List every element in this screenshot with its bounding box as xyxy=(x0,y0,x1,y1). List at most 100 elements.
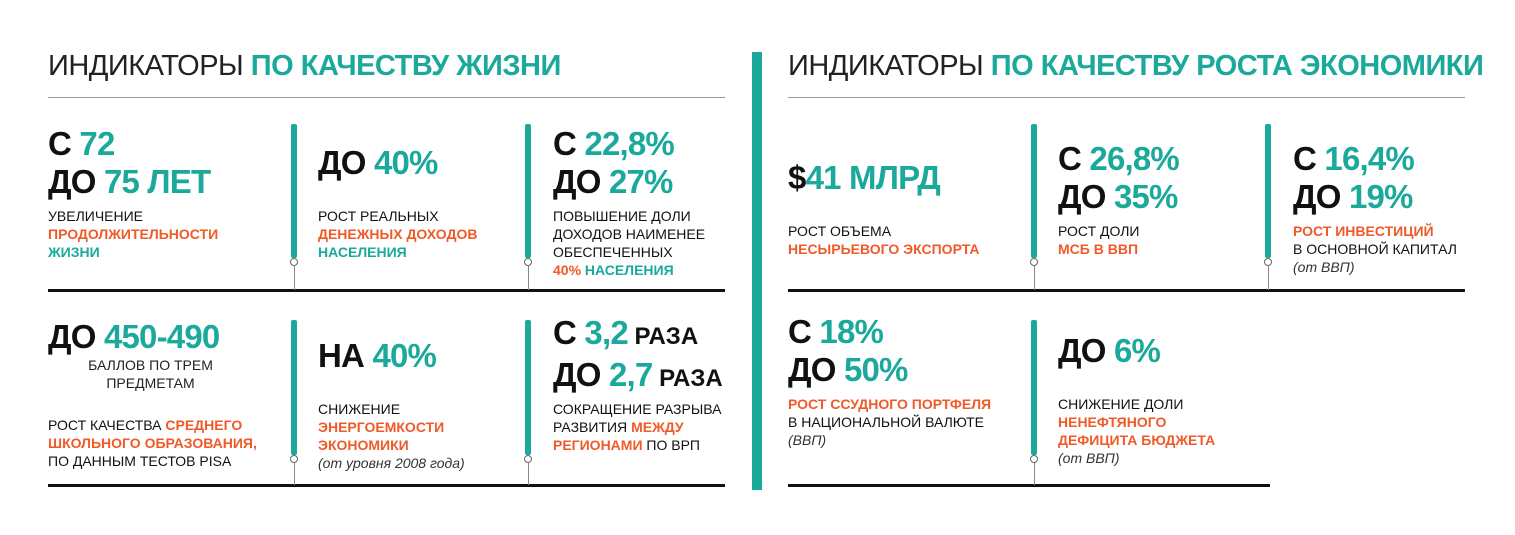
headline-line: ДО 6% xyxy=(1058,332,1283,370)
description-line: РОСТ ДОЛИ xyxy=(1058,222,1283,240)
indicator-description: РОСТ РЕАЛЬНЫХ ДЕНЕЖНЫХ ДОХОДОВ НАСЕЛЕНИЯ xyxy=(318,207,543,261)
description-line: МСБ В ВВП xyxy=(1058,240,1283,258)
text-segment: ПРОДОЛЖИТЕЛЬНОСТИ xyxy=(48,226,219,242)
title-bold: ПО КАЧЕСТВУ ЖИЗНИ xyxy=(250,50,562,82)
section-title-quality-of-life: ИНДИКАТОРЫ ПО КАЧЕСТВУ ЖИЗНИ xyxy=(48,50,561,83)
indicator-headline: С 16,4% ДО 19% xyxy=(1293,140,1515,216)
description-line: НЕСЫРЬЕВОГО ЭКСПОРТА xyxy=(788,240,1013,258)
divider-dot xyxy=(1030,455,1038,463)
indicator-card: С 72 ДО 75 ЛЕТ УВЕЛИЧЕНИЕ ПРОДОЛЖИТЕЛЬНОСТИ… xyxy=(48,125,273,261)
description-line: ПОВЫШЕНИЕ ДОЛИ xyxy=(553,207,778,225)
headline-line: НА 40% xyxy=(318,337,543,375)
text-segment: РОСТ ССУДНОГО ПОРТФЕЛЯ xyxy=(788,396,992,412)
indicator-description: СНИЖЕНИЕ ДОЛИ НЕНЕФТЯНОГО ДЕФИЦИТА БЮДЖЕТА… xyxy=(1058,395,1283,467)
title-underline xyxy=(788,97,1465,98)
text-segment: СОКРАЩЕНИЕ РАЗРЫВА xyxy=(553,401,722,417)
text-segment: 16,4% xyxy=(1324,140,1414,177)
text-segment: 22,8% xyxy=(584,125,674,162)
text-segment: 72 xyxy=(79,125,115,162)
text-segment: ДЕФИЦИТА БЮДЖЕТА xyxy=(1058,432,1216,448)
indicator-description: РОСТ ИНВЕСТИЦИЙ В ОСНОВНОЙ КАПИТАЛ (от ВВП… xyxy=(1293,222,1515,276)
description-line: РОСТ ОБЪЕМА xyxy=(788,222,1013,240)
description-line: ДЕФИЦИТА БЮДЖЕТА xyxy=(1058,431,1283,449)
indicator-note: (ВВП) xyxy=(788,432,827,448)
indicator-note: (от ВВП) xyxy=(1293,259,1355,275)
divider-bar xyxy=(1031,124,1037,258)
text-segment: ДО xyxy=(1293,178,1349,215)
description-line: ДЕНЕЖНЫХ ДОХОДОВ xyxy=(318,225,543,243)
description-line: РОСТ ССУДНОГО ПОРТФЕЛЯ xyxy=(788,395,1013,413)
text-segment: ДЕНЕЖНЫХ ДОХОДОВ xyxy=(318,226,478,242)
indicator-headline: С 22,8% ДО 27% xyxy=(553,125,778,201)
description-line: РОСТ КАЧЕСТВА СРЕДНЕГО xyxy=(48,416,273,434)
indicator-note: (от уровня 2008 года) xyxy=(318,455,465,471)
headline-line: ДО 19% xyxy=(1293,178,1515,216)
headline-sublabel: БАЛЛОВ ПО ТРЕМ xyxy=(88,357,213,373)
description-line: В НАЦИОНАЛЬНОЙ ВАЛЮТЕ xyxy=(788,413,1013,431)
text-segment: С xyxy=(1293,140,1325,177)
text-segment: $ xyxy=(788,159,806,196)
text-segment: 41 МЛРД xyxy=(805,159,941,196)
divider-dot xyxy=(524,455,532,463)
headline-line: ДО 35% xyxy=(1058,178,1283,216)
description-line: ОБЕСПЕЧЕННЫХ xyxy=(553,243,778,261)
text-segment: НЕНЕФТЯНОГО xyxy=(1058,414,1167,430)
text-segment: МСБ В ВВП xyxy=(1058,241,1139,257)
row-divider xyxy=(48,484,725,487)
indicator-headline: С 3,2 РАЗА ДО 2,7 РАЗА xyxy=(553,314,778,394)
headline-line: С 72 xyxy=(48,125,273,163)
text-segment: В ОСНОВНОЙ КАПИТАЛ xyxy=(1293,241,1457,257)
indicator-card: С 26,8% ДО 35% РОСТ ДОЛИ МСБ В ВВП xyxy=(1058,140,1283,258)
text-segment: РАЗА xyxy=(627,323,699,350)
indicator-description: СОКРАЩЕНИЕ РАЗРЫВА РАЗВИТИЯ МЕЖДУ РЕГИОНАМ… xyxy=(553,400,778,454)
description-line: РЕГИОНАМИ ПО ВРП xyxy=(553,436,778,454)
text-segment: НЕСЫРЬЕВОГО ЭКСПОРТА xyxy=(788,241,980,257)
headline-line: $41 МЛРД xyxy=(788,159,1013,197)
text-segment: ДО xyxy=(1058,332,1114,369)
text-segment: 40% xyxy=(553,262,585,278)
divider-stem xyxy=(1033,266,1035,290)
text-segment: ПОВЫШЕНИЕ ДОЛИ xyxy=(553,208,691,224)
text-segment: ДО xyxy=(1058,178,1114,215)
divider-bar xyxy=(525,124,531,258)
indicator-headline: С 72 ДО 75 ЛЕТ xyxy=(48,125,273,201)
description-line: РОСТ ИНВЕСТИЦИЙ xyxy=(1293,222,1515,240)
indicator-card: ДО 40% РОСТ РЕАЛЬНЫХ ДЕНЕЖНЫХ ДОХОДОВ НАСЕЛ… xyxy=(318,125,543,261)
divider-stem xyxy=(293,463,295,485)
text-segment: ПО ДАННЫМ ТЕСТОВ PISA xyxy=(48,453,232,469)
text-segment: 35% xyxy=(1113,178,1178,215)
text-segment: 2,7 xyxy=(608,356,653,393)
indicator-description: РОСТ ОБЪЕМА НЕСЫРЬЕВОГО ЭКСПОРТА xyxy=(788,222,1013,258)
indicator-headline: С 26,8% ДО 35% xyxy=(1058,140,1283,216)
divider-dot xyxy=(524,258,532,266)
text-segment: 75 ЛЕТ xyxy=(103,163,211,200)
indicator-card: С 16,4% ДО 19% РОСТ ИНВЕСТИЦИЙ В ОСНОВНОЙ К… xyxy=(1293,140,1515,276)
text-segment: 3,2 xyxy=(584,314,628,351)
text-segment: МЕЖДУ xyxy=(631,419,684,435)
row-divider xyxy=(48,289,725,292)
title-underline xyxy=(48,97,725,98)
indicator-description: РОСТ ДОЛИ МСБ В ВВП xyxy=(1058,222,1283,258)
text-segment: РОСТ ОБЪЕМА xyxy=(788,223,892,239)
indicator-description: РОСТ ССУДНОГО ПОРТФЕЛЯ В НАЦИОНАЛЬНОЙ ВАЛ… xyxy=(788,395,1013,449)
text-segment: РОСТ ДОЛИ xyxy=(1058,223,1140,239)
headline-line: ДО 450-490 xyxy=(48,318,273,356)
divider-stem xyxy=(293,266,295,290)
description-line: СНИЖЕНИЕ xyxy=(318,400,543,418)
description-line: РАЗВИТИЯ МЕЖДУ xyxy=(553,418,778,436)
indicator-headline: С 18% ДО 50% xyxy=(788,313,1013,389)
headline-line: С 16,4% xyxy=(1293,140,1515,178)
divider-stem xyxy=(527,463,529,485)
text-segment: ШКОЛЬНОГО ОБРАЗОВАНИЯ, xyxy=(48,435,257,451)
text-segment: 27% xyxy=(608,163,673,200)
indicator-headline: $41 МЛРД xyxy=(788,140,1013,216)
headline-sublabel: ПРЕДМЕТАМ xyxy=(106,375,195,391)
description-line: ДОХОДОВ НАИМЕНЕЕ xyxy=(553,225,778,243)
indicator-headline: ДО 40% xyxy=(318,125,543,201)
description-line: ШКОЛЬНОГО ОБРАЗОВАНИЯ, xyxy=(48,434,273,452)
divider-bar xyxy=(291,124,297,258)
divider-dot xyxy=(1030,258,1038,266)
divider-stem xyxy=(1267,266,1269,290)
text-segment: СНИЖЕНИЕ xyxy=(318,401,401,417)
text-segment: ДО xyxy=(318,144,374,181)
